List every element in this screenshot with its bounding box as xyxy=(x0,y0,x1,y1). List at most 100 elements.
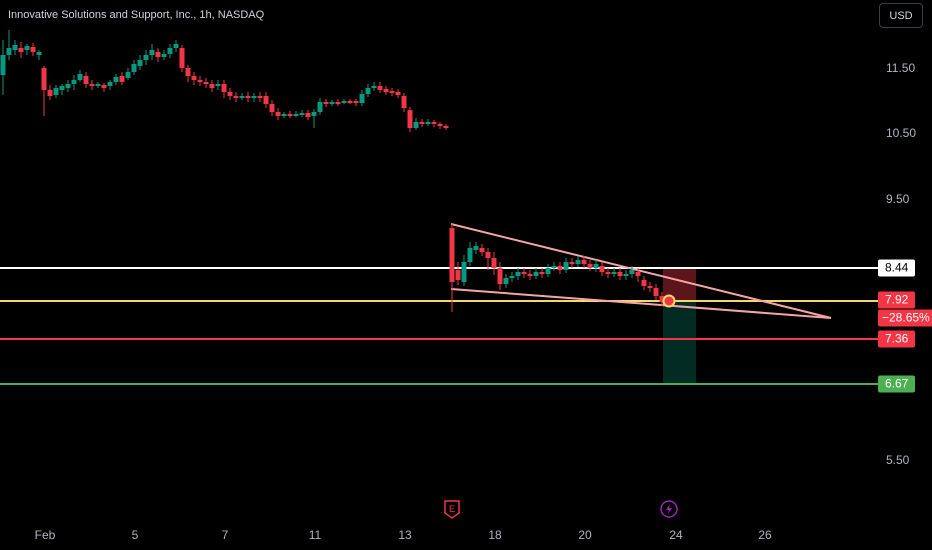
candle-body xyxy=(515,272,521,276)
candle-body xyxy=(323,102,329,104)
candle-body xyxy=(371,86,377,88)
candle-body xyxy=(59,86,65,90)
candle-body xyxy=(635,272,641,276)
time-label: 18 xyxy=(488,528,502,542)
candle-body xyxy=(65,84,71,88)
candle-body xyxy=(455,270,461,280)
candle-body xyxy=(155,52,161,57)
candle-body xyxy=(107,82,113,86)
candle-body xyxy=(425,122,431,124)
stop-loss-price-tag: 7.36 xyxy=(878,330,916,348)
candlestick-series xyxy=(0,30,665,312)
candle-body xyxy=(0,55,6,75)
candle-body xyxy=(575,260,581,264)
candle-body xyxy=(239,96,245,98)
candle-body xyxy=(173,44,179,48)
candle-body xyxy=(641,280,647,286)
candle-body xyxy=(185,68,191,76)
candle-body xyxy=(647,286,653,288)
candle-body xyxy=(215,84,221,86)
candle-body xyxy=(311,112,317,116)
candle-body xyxy=(413,122,419,128)
earnings-icon[interactable]: E xyxy=(444,500,460,519)
candle-body xyxy=(653,288,659,296)
last-price-tag: 7.92 xyxy=(878,291,916,309)
candle-body xyxy=(551,266,557,268)
candle-body xyxy=(281,114,287,116)
candle-body xyxy=(437,124,443,126)
candle-body xyxy=(191,76,197,80)
candle-body xyxy=(89,84,95,86)
candle-body xyxy=(24,46,30,50)
candle-body xyxy=(659,296,665,302)
candle-body xyxy=(401,96,407,108)
candle-body xyxy=(581,260,587,264)
candle-body xyxy=(12,45,18,50)
candle-body xyxy=(599,266,605,272)
time-label: Feb xyxy=(34,528,56,542)
candle-body xyxy=(623,274,629,276)
candle-body xyxy=(257,96,263,98)
candle-body xyxy=(449,228,455,282)
candle-body xyxy=(593,264,599,268)
candle-body xyxy=(125,72,131,78)
candle-body xyxy=(6,48,12,55)
candle-body xyxy=(317,102,323,112)
candle-body xyxy=(53,88,59,95)
white-line-price-tag: 8.44 xyxy=(878,259,916,277)
candle-body xyxy=(359,94,365,103)
candle-body xyxy=(293,114,299,116)
candle-body xyxy=(47,90,53,96)
currency-button[interactable]: USD xyxy=(879,3,923,28)
candle-body xyxy=(269,104,275,112)
time-label: 5 xyxy=(131,528,139,542)
dividend-lightning-icon[interactable] xyxy=(660,500,678,518)
candle-body xyxy=(491,258,497,268)
candle-body xyxy=(569,262,575,264)
candle-body xyxy=(167,48,173,54)
candle-body xyxy=(473,246,479,250)
candle-body xyxy=(197,80,203,82)
candle-body xyxy=(563,262,569,270)
price-label: 5.50 xyxy=(886,453,910,467)
candle-body xyxy=(443,126,449,128)
price-label: 10.50 xyxy=(886,126,917,140)
entry-point-marker xyxy=(662,294,676,308)
candle-body xyxy=(377,86,383,90)
candle-body xyxy=(131,64,137,72)
candle-body xyxy=(383,89,389,92)
candle-body xyxy=(539,272,545,274)
candle-body xyxy=(179,48,185,68)
time-label: 20 xyxy=(578,528,592,542)
time-label: 26 xyxy=(758,528,772,542)
candle-body xyxy=(233,96,239,98)
time-label: 11 xyxy=(308,528,322,542)
candle-body xyxy=(365,88,371,94)
candle-body xyxy=(149,50,155,55)
candle-body xyxy=(18,48,24,52)
candle-body xyxy=(119,76,125,82)
candle-body xyxy=(71,80,77,84)
candle-body xyxy=(299,113,305,115)
candle-body xyxy=(509,276,515,278)
candle-body xyxy=(113,77,119,82)
candle-body xyxy=(137,60,143,66)
reward-zone xyxy=(663,301,696,384)
candle-body xyxy=(203,82,209,84)
symbol-title: Innovative Solutions and Support, Inc., … xyxy=(8,9,265,21)
wedge-upper-trendline[interactable] xyxy=(450,223,832,319)
candle-body xyxy=(533,272,539,276)
candle-body xyxy=(611,272,617,274)
candle-body xyxy=(305,113,311,117)
wedge-lower-trendline[interactable] xyxy=(450,288,832,319)
candle-body xyxy=(629,270,635,274)
candle-body xyxy=(335,102,341,104)
candle-body xyxy=(329,102,335,104)
svg-text:E: E xyxy=(449,504,455,514)
candle-body xyxy=(527,274,533,276)
candle-body xyxy=(30,47,36,52)
candle-body xyxy=(221,84,227,92)
candle-body xyxy=(485,252,491,258)
candle-body xyxy=(245,96,251,98)
